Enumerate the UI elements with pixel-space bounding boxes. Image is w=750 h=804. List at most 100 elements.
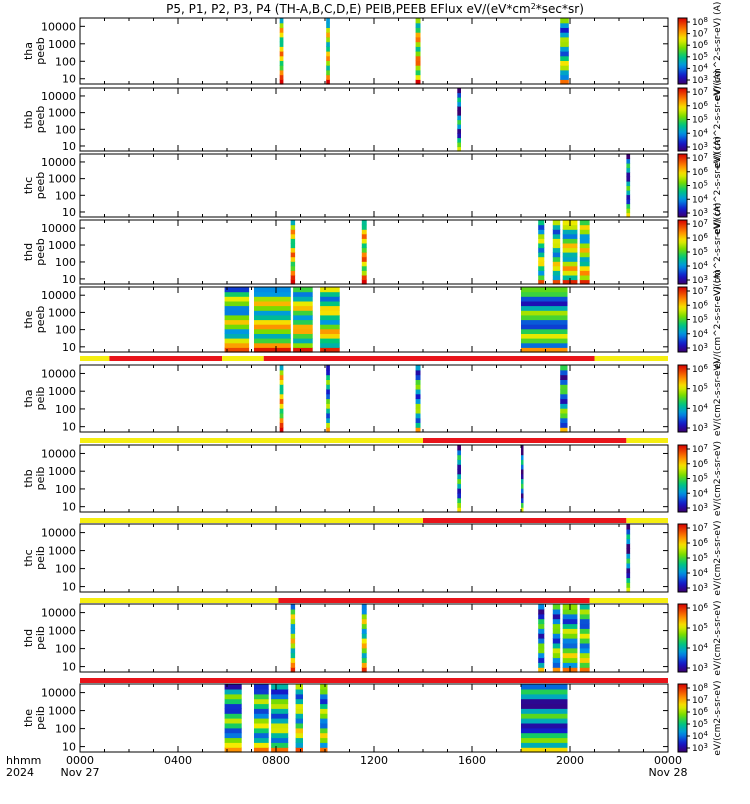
spectrogram-cell [361, 628, 367, 634]
spectrogram-cell [457, 106, 461, 112]
spectrogram-cell [279, 408, 284, 414]
spectrogram-cell [538, 247, 545, 253]
spectrogram-cell [579, 604, 590, 610]
spectrogram-cell [320, 347, 340, 353]
spectrogram-cell [560, 393, 568, 400]
spectrogram-cell [538, 261, 545, 267]
y-axis-label-product: peib [34, 467, 47, 491]
spectrogram-cell [562, 274, 578, 281]
spectrogram-cell [521, 473, 524, 480]
y-tick-label: 1000 [48, 173, 76, 186]
x-tick-label: 1600 [458, 754, 486, 767]
spectrogram-cell [521, 483, 524, 489]
spectrogram-cell [361, 633, 367, 639]
spectrogram-cell [295, 747, 303, 753]
spectrogram-cell [295, 698, 303, 705]
spectrogram-cell [224, 718, 242, 724]
spectrogram-cell [224, 693, 242, 700]
spectrogram-cell [538, 274, 545, 281]
spectrogram-cell [320, 747, 328, 753]
spectrogram-cell [415, 388, 421, 395]
spectrogram-cell [293, 324, 313, 330]
panel-frame [79, 87, 669, 152]
spectrogram-cell [290, 242, 296, 249]
spectrogram-cell [415, 427, 421, 433]
y-tick-label: 100 [55, 324, 76, 337]
spectrogram-cell [521, 445, 524, 451]
spectrogram-cell [326, 384, 330, 390]
spectrogram-cell [361, 265, 367, 271]
spectrogram-cell [320, 703, 328, 709]
spectrogram-cell [552, 229, 561, 235]
spectrogram-cell [562, 224, 578, 230]
spectrogram-cell [626, 190, 631, 196]
spectrogram-cell [538, 638, 545, 644]
spectrogram-cell [552, 274, 561, 281]
x-axis: hhmm 2024 Nov 27 Nov 28 0000 0400 0800 1200… [6, 754, 687, 779]
spectrogram-cell [254, 287, 291, 293]
spectrogram-cell [521, 713, 568, 719]
spectrogram-cell [326, 398, 330, 404]
spectrogram-cell [224, 698, 242, 705]
spectrogram-cell [457, 142, 461, 148]
spectrogram-cell [361, 623, 367, 629]
spectrogram-cell [457, 146, 461, 152]
spectrogram-bursts [279, 365, 568, 433]
spectrogram-cell [626, 562, 631, 569]
y-axis-label-product: peeb [34, 37, 47, 65]
y-tick-label: 100 [55, 256, 76, 269]
spectrogram-cell [579, 220, 590, 226]
spectrogram-cell [538, 265, 545, 271]
spectrogram-cell [415, 55, 421, 61]
spectrogram-cell [361, 652, 367, 659]
y-axis-label-product: peeb [34, 172, 47, 200]
spectrogram-cell [415, 393, 421, 400]
spectrogram-cell [579, 657, 590, 663]
y-tick-label: 10 [62, 341, 76, 354]
y-tick-label: 100 [55, 723, 76, 736]
spectrogram-cell [560, 27, 569, 33]
spectrogram-cell [521, 703, 568, 709]
spectrogram-cell [552, 652, 561, 659]
spectrogram-cell [579, 647, 590, 654]
spectrogram-cell [290, 662, 296, 668]
colorbar-tick-label: 107 [692, 152, 708, 164]
spectrogram-cell [521, 718, 568, 724]
spectrogram-cell [290, 220, 296, 226]
x-tick-label: 0800 [262, 754, 290, 767]
colorbar-tick-label: 106 [692, 458, 708, 470]
spectrogram-cell [254, 328, 291, 334]
spectrogram-cell [560, 412, 568, 419]
spectrogram-cell [560, 408, 568, 414]
y-tick-label: 100 [55, 563, 76, 576]
spectrogram-cell [579, 642, 590, 649]
y-tick-label: 10 [62, 140, 76, 153]
spectrogram-cell [290, 238, 296, 244]
spectrogram-cell [320, 296, 340, 302]
spectrogram-cell [562, 628, 578, 634]
spectrogram-cell [457, 101, 461, 107]
spectrogram-cell [560, 398, 568, 404]
spectrogram-cell [290, 608, 296, 615]
spectrogram-cell [552, 256, 561, 262]
colorbar-tick-label: 107 [692, 443, 708, 455]
spectrogram-cell [538, 662, 545, 668]
spectrogram-cell [361, 613, 367, 620]
y-tick-label: 10 [62, 73, 76, 86]
spectrogram-bursts [457, 88, 461, 152]
colorbar-tick-label: 105 [692, 383, 708, 395]
spectrogram-cell [293, 342, 313, 348]
spectrogram-cell [320, 314, 340, 321]
spectrogram-cell [521, 328, 568, 334]
colorbar-tick-label: 104 [692, 567, 708, 579]
spectrogram-cell [361, 667, 367, 673]
spectrogram-cell [290, 604, 296, 610]
spectrogram-cell [279, 369, 284, 376]
spectrogram-cell [626, 163, 631, 169]
spectrogram-cell [562, 256, 578, 262]
spectrogram-cell [415, 60, 421, 66]
spectrogram-cell [290, 613, 296, 620]
spectrogram-cell [279, 46, 284, 52]
